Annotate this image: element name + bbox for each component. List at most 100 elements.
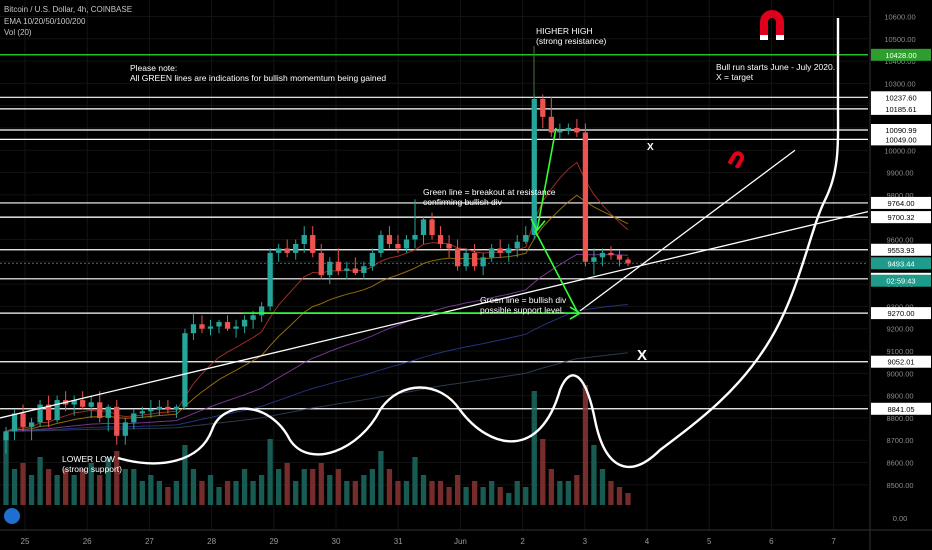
candle-body: [591, 257, 597, 262]
volume-bar: [335, 469, 341, 505]
volume-bar: [369, 469, 376, 505]
volume-bar: [241, 469, 248, 505]
tradingview-logo-icon[interactable]: [4, 508, 20, 524]
time-tick-label: 30: [332, 537, 341, 546]
level-tag: [871, 102, 931, 115]
volume-bar: [45, 469, 52, 505]
magnet-small-icon: [728, 151, 745, 168]
candle-body: [386, 235, 393, 244]
level-tag: [871, 196, 931, 209]
candle-body: [514, 241, 520, 249]
volume-bar: [37, 457, 43, 505]
candle-body: [37, 404, 43, 423]
legend-vol: Vol (20): [4, 28, 32, 37]
level-tag: [871, 243, 931, 256]
ema-line: [5, 352, 629, 432]
volume-bar: [28, 475, 35, 505]
volume-bar: [233, 481, 239, 505]
ema-line: [5, 253, 629, 432]
price-tick-label: 10300.00: [884, 79, 915, 88]
volume-bar: [514, 481, 520, 505]
level-tag: [871, 211, 931, 224]
target-x-small: X: [647, 142, 654, 153]
candle-body: [224, 322, 231, 329]
price-tick-label: 9000.00: [886, 369, 913, 378]
candle-body: [361, 266, 367, 273]
volume-axis-label: 0.00: [893, 514, 908, 523]
candle-body: [318, 252, 324, 276]
candle-body: [480, 257, 486, 267]
legend-ema: EMA 10/20/50/100/200: [4, 16, 86, 26]
volume-bar: [250, 481, 256, 505]
volume-bar: [395, 481, 401, 505]
volume-bars: [3, 385, 631, 505]
candle-body: [582, 132, 589, 262]
breakout-sub: confirming bullish div: [423, 197, 502, 207]
price-tag: [871, 274, 931, 287]
time-tick-label: 26: [83, 537, 92, 546]
candle-body: [378, 235, 384, 253]
breakout-note: Green line = breakout at resistance conf…: [423, 187, 556, 207]
candle-body: [344, 268, 350, 271]
volume-bar: [139, 481, 145, 505]
candle-body: [148, 409, 154, 412]
volume-bar: [3, 433, 9, 505]
volume-bar: [216, 487, 222, 505]
candle-body: [301, 235, 307, 244]
candle-body: [369, 252, 376, 267]
volume-bar: [420, 475, 427, 505]
volume-bar: [523, 487, 529, 505]
candle-body: [395, 243, 401, 249]
candle-body: [471, 252, 478, 267]
volume-bar: [97, 475, 103, 505]
candle-body: [565, 127, 571, 131]
higher-high-title: HIGHER HIGH: [536, 26, 593, 36]
level-tag: [871, 355, 931, 368]
candle-body: [80, 400, 86, 407]
bull-run-title: Bull run starts June - July 2020.: [716, 62, 836, 72]
level-tag-label: 9764.00: [887, 199, 914, 208]
volume-bar: [446, 487, 452, 505]
level-tag: [871, 123, 931, 136]
volume-bar: [199, 481, 205, 505]
candle-body: [608, 252, 614, 256]
volume-bar: [80, 469, 86, 505]
candle-body: [190, 324, 197, 334]
level-tag-label: 8841.05: [887, 405, 914, 414]
volume-bar: [599, 469, 606, 505]
price-tick-label: 9100.00: [886, 347, 913, 356]
time-tick-label: 3: [583, 537, 588, 546]
price-tick-label: 8600.00: [886, 459, 913, 468]
volume-bar: [267, 439, 273, 505]
chart-grid: [0, 0, 868, 530]
volume-bar: [591, 445, 597, 505]
candle-body: [250, 315, 256, 320]
volume-bar: [88, 463, 94, 505]
price-tick-label: 9300.00: [886, 302, 913, 311]
level-tag: [871, 91, 931, 104]
time-axis: 25 26 27 28 29 30 31 Jun 2 3 4 5 6 7: [0, 529, 932, 546]
time-tick-label: 29: [269, 537, 278, 546]
time-tick-label: 5: [707, 537, 712, 546]
volume-bar: [531, 391, 537, 505]
candle-body: [574, 127, 580, 133]
candle-body: [557, 130, 563, 133]
volume-bar: [71, 475, 77, 505]
volume-bar: [207, 475, 214, 505]
price-tick-label: 9600.00: [886, 236, 913, 245]
level-tag-label: 9052.01: [887, 358, 914, 367]
time-tick-label: 4: [645, 537, 650, 546]
candle-body: [28, 422, 35, 427]
level-tag: [871, 307, 931, 320]
trendline-short: [579, 149, 796, 312]
volume-bar: [190, 469, 197, 505]
level-tag-label: 10185.61: [885, 105, 916, 114]
projection-curve: [117, 18, 840, 469]
candle-body: [182, 333, 188, 407]
level-tag-label: 10428.00: [885, 51, 916, 60]
candle-body: [429, 219, 435, 236]
candle-body: [20, 413, 26, 427]
candle-body: [531, 98, 537, 236]
volume-bar: [480, 487, 486, 505]
